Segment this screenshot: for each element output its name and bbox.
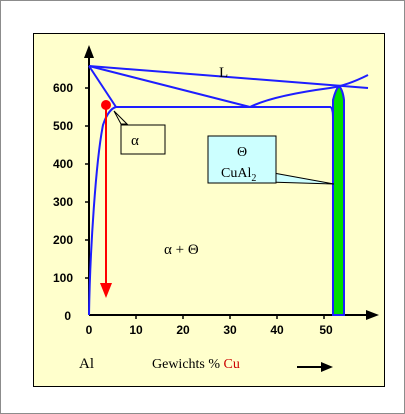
alloy-cooling-arrow — [100, 100, 112, 298]
alpha-label: α — [131, 133, 139, 149]
y-tick-label: 300 — [53, 195, 73, 209]
x-tick-label: 30 — [223, 323, 237, 337]
cual2-callout-box — [207, 135, 277, 184]
y-axis-arrowhead — [84, 45, 94, 58]
theta-label: Θ — [237, 145, 247, 160]
x-tick-label: 50 — [319, 323, 333, 337]
y-tick-marks — [85, 87, 89, 279]
liquid-region-label: L — [219, 65, 228, 81]
x-tick-marks — [135, 315, 325, 319]
x-axis-title: Gewichts % Cu — [152, 357, 240, 372]
y-tick-label: 0 — [64, 309, 71, 323]
x-tick-label: 20 — [176, 323, 190, 337]
x-axis-title-arrowhead — [321, 362, 333, 372]
alpha-solvus — [88, 106, 117, 316]
theta-left-boundary — [330, 106, 334, 121]
theta-phase-region — [332, 84, 345, 316]
x-axis-arrowhead — [366, 310, 379, 320]
cual2-callout-pointer — [267, 171, 335, 185]
cual2-label: CuAl2 — [221, 166, 256, 184]
x-tick-label: 40 — [270, 323, 284, 337]
solidus-alpha — [88, 65, 117, 108]
alpha-theta-region-label: α + Θ — [164, 242, 199, 258]
y-tick-label: 500 — [53, 119, 73, 133]
alpha-callout-box — [120, 124, 166, 155]
liquidus-right — [249, 74, 369, 108]
liquid-top-line — [88, 65, 369, 89]
liquidus-left — [88, 65, 251, 108]
alpha-callout-pointer — [113, 110, 129, 125]
y-tick-label: 100 — [53, 271, 73, 285]
y-tick-label: 600 — [53, 81, 73, 95]
x-tick-label: 0 — [86, 323, 93, 337]
y-tick-label: 200 — [53, 233, 73, 247]
element-al-label: Al — [79, 356, 94, 372]
x-tick-label: 10 — [129, 323, 143, 337]
diagram-panel — [33, 33, 385, 387]
phase-boundaries — [88, 65, 369, 316]
y-tick-label: 400 — [53, 157, 73, 171]
